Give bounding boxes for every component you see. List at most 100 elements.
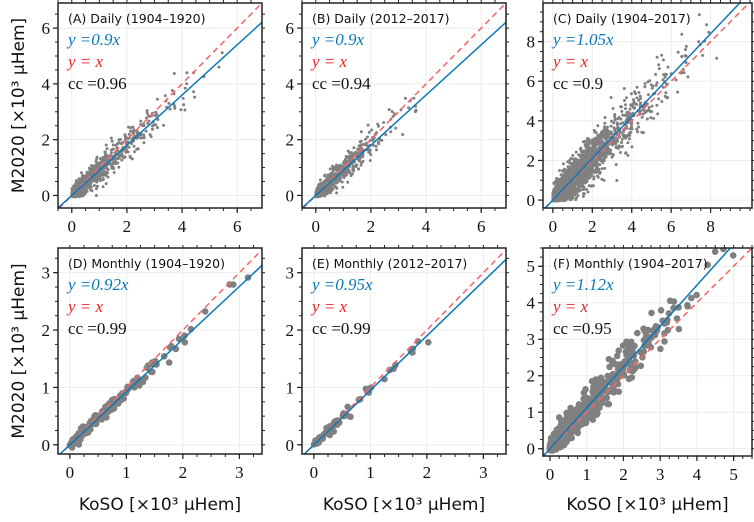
data-point xyxy=(592,143,596,147)
data-point xyxy=(555,188,559,191)
data-point xyxy=(558,194,561,198)
data-point xyxy=(81,178,85,182)
data-point xyxy=(103,150,107,154)
data-point xyxy=(578,172,582,176)
data-point xyxy=(92,184,96,187)
data-point xyxy=(616,146,620,150)
data-point xyxy=(156,118,160,121)
plot-frame xyxy=(301,2,507,209)
data-point xyxy=(109,148,113,152)
data-point xyxy=(592,177,596,181)
y-tick-label: 0 xyxy=(42,186,51,205)
data-point xyxy=(657,97,661,101)
data-point xyxy=(377,124,380,128)
data-point xyxy=(586,143,590,147)
data-point xyxy=(636,130,640,134)
data-point xyxy=(148,133,152,137)
data-point xyxy=(389,130,393,134)
data-point xyxy=(596,141,600,145)
data-point xyxy=(99,174,103,178)
data-point xyxy=(96,163,100,167)
data-point xyxy=(104,155,108,159)
data-point xyxy=(110,166,114,170)
data-point xyxy=(623,99,626,102)
data-point xyxy=(87,173,91,177)
data-point xyxy=(584,150,588,154)
data-point xyxy=(617,116,621,120)
data-point xyxy=(593,171,597,175)
data-point xyxy=(615,388,623,396)
data-point xyxy=(602,178,606,182)
data-point xyxy=(660,53,664,57)
data-point xyxy=(576,183,580,187)
data-point xyxy=(355,163,359,167)
data-point xyxy=(132,129,136,133)
data-point xyxy=(619,122,623,126)
data-point xyxy=(661,338,668,345)
data-point xyxy=(127,132,131,136)
data-point xyxy=(347,413,354,421)
data-point xyxy=(77,192,81,196)
data-point xyxy=(680,54,684,58)
data-point xyxy=(589,166,593,170)
data-point xyxy=(643,82,647,86)
data-point xyxy=(352,169,356,173)
data-point xyxy=(609,148,613,152)
data-point xyxy=(366,123,370,127)
data-point xyxy=(571,184,575,188)
y-tick-label: 2 xyxy=(42,131,51,150)
y-tick-label: 0 xyxy=(286,436,295,455)
data-point xyxy=(640,130,644,134)
data-point xyxy=(155,97,159,101)
data-point xyxy=(568,195,572,199)
data-point xyxy=(375,131,379,135)
data-point xyxy=(575,196,579,200)
data-point xyxy=(661,85,665,89)
data-point xyxy=(110,139,114,143)
data-point xyxy=(552,190,556,194)
data-point xyxy=(201,308,209,315)
data-point xyxy=(615,121,619,125)
data-point xyxy=(182,103,186,107)
data-point xyxy=(654,72,658,76)
data-point xyxy=(579,179,583,183)
identity-equation-label: y = x xyxy=(66,52,104,71)
data-point xyxy=(101,178,105,182)
data-point xyxy=(577,166,581,170)
data-point xyxy=(145,109,149,113)
x-tick-label: 6 xyxy=(233,217,242,236)
data-point xyxy=(649,116,653,120)
data-point xyxy=(126,140,130,144)
fit-equation-label: y =0.9x xyxy=(66,30,121,49)
data-point xyxy=(599,159,603,163)
data-point xyxy=(592,184,595,188)
data-point xyxy=(384,133,388,137)
data-point xyxy=(568,161,572,165)
data-point xyxy=(657,67,661,71)
data-point xyxy=(110,163,114,166)
data-point xyxy=(86,186,90,190)
data-point xyxy=(565,190,569,194)
data-point xyxy=(701,53,705,57)
data-point xyxy=(75,186,79,190)
y-tick-label: 6 xyxy=(286,19,295,38)
identity-line xyxy=(59,248,262,454)
data-point xyxy=(87,166,91,170)
data-point xyxy=(630,125,633,129)
fit-line xyxy=(544,3,741,208)
data-point xyxy=(588,140,592,144)
data-point xyxy=(566,160,570,164)
data-point xyxy=(120,158,124,162)
data-point xyxy=(567,166,571,170)
data-point xyxy=(334,185,338,189)
data-point xyxy=(572,161,576,165)
data-point xyxy=(597,155,601,159)
plot-frame xyxy=(542,2,753,209)
data-point xyxy=(382,121,386,124)
data-point xyxy=(124,148,128,152)
data-point xyxy=(581,182,585,186)
data-point xyxy=(624,103,627,107)
data-point xyxy=(627,137,631,141)
data-point xyxy=(117,165,121,169)
y-tick-label: 8 xyxy=(527,33,536,52)
